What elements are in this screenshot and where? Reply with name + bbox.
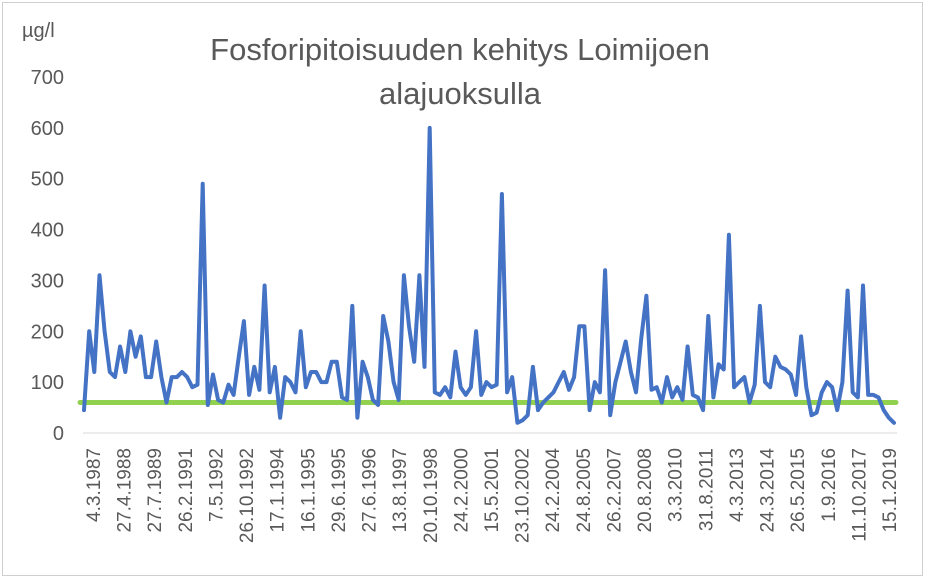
x-tick-label: 31.8.2011	[696, 448, 717, 531]
y-tick-label: 700	[31, 67, 64, 89]
x-tick-label: 29.6.1995	[329, 448, 350, 533]
y-tick-label: 0	[53, 423, 64, 445]
x-tick-label: 26.2.2007	[604, 448, 625, 533]
x-tick-label: 26.5.2015	[788, 448, 809, 533]
x-tick-label: 27.6.1996	[360, 448, 381, 533]
y-tick-label: 300	[31, 270, 64, 292]
x-tick-label: 1.9.2016	[819, 448, 840, 522]
x-tick-label: 26.10.1992	[237, 448, 258, 543]
x-tick-label: 16.1.1995	[298, 448, 319, 533]
x-tick-label: 17.1.1994	[268, 448, 289, 533]
x-tick-label: 26.2.1991	[176, 448, 197, 533]
x-tick-label: 4.3.1987	[84, 448, 105, 522]
y-tick-label: 200	[31, 321, 64, 343]
x-tick-label: 24.3.2014	[758, 448, 779, 533]
chart-title: Fosforipitoisuuden kehitys Loimijoen ala…	[210, 32, 710, 111]
x-tick-label: 11.10.2017	[849, 448, 870, 542]
x-tick-label: 3.3.2010	[666, 448, 687, 522]
y-tick-label: 100	[31, 372, 64, 394]
x-tick-label: 20.10.1998	[421, 448, 442, 543]
x-tick-label: 24.2.2004	[543, 448, 564, 533]
x-tick-label: 20.8.2008	[635, 448, 656, 533]
x-tick-label: 27.7.1989	[145, 448, 166, 533]
y-tick-label: 400	[31, 220, 64, 242]
x-tick-label: 4.3.2013	[727, 448, 748, 522]
phosphorus-series-line	[82, 125, 896, 425]
x-tick-label: 23.10.2002	[513, 448, 534, 543]
x-tick-label: 7.5.1992	[206, 448, 227, 522]
y-axis-unit-label: µg/l	[22, 20, 55, 42]
x-tick-label: 15.5.2001	[482, 448, 503, 533]
x-tick-label: 24.8.2005	[574, 448, 595, 533]
x-tick-label: 27.4.1988	[115, 448, 136, 533]
x-tick-label: 24.2.2000	[451, 448, 472, 533]
series-group	[77, 125, 899, 425]
y-axis-ticks: 0 100 200 300 400 500 600 700	[31, 67, 64, 445]
x-axis-ticks: 4.3.1987 27.4.1988 27.7.1989 26.2.1991 7.5.1…	[84, 448, 901, 544]
x-tick-label: 13.8.1997	[390, 448, 411, 533]
y-tick-label: 600	[31, 118, 64, 140]
x-tick-label: 15.1.2019	[880, 448, 901, 533]
y-tick-label: 500	[31, 169, 64, 191]
